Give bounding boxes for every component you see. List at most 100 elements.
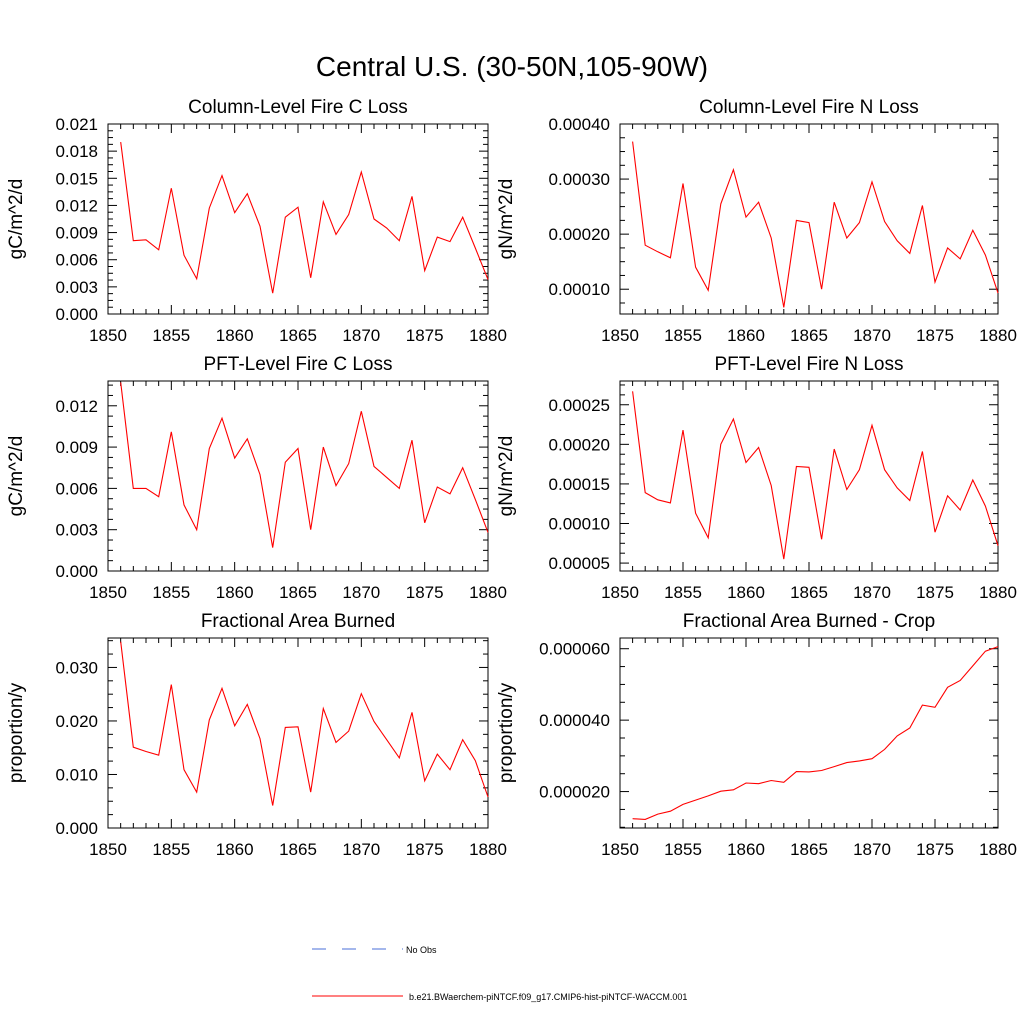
x-tick-label: 1875: [406, 583, 444, 602]
panel-6: Fractional Area Burned - Crop proportion/…: [496, 611, 1017, 859]
x-tick-label: 1850: [601, 326, 639, 345]
x-tick-label: 1855: [664, 583, 702, 602]
y-axis-label: gN/m^2/d: [496, 179, 517, 260]
x-tick-label: 1875: [916, 840, 954, 859]
series-line: [632, 646, 999, 820]
y-tick-label: 0.000: [55, 819, 98, 838]
x-tick-label: 1860: [727, 840, 765, 859]
x-tick-label: 1865: [279, 583, 317, 602]
y-tick-label: 0.006: [55, 479, 98, 498]
x-tick-label: 1870: [853, 583, 891, 602]
main-title: Central U.S. (30-50N,105-90W): [316, 51, 708, 82]
y-tick-label: 0.015: [55, 169, 98, 188]
y-tick-label: 0.006: [55, 251, 98, 270]
plot-frame: [107, 637, 489, 829]
panel-title: Column-Level Fire C Loss: [188, 97, 408, 118]
y-tick-label: 0.00010: [549, 280, 610, 299]
x-tick-label: 1860: [727, 583, 765, 602]
panel-4: PFT-Level Fire N Loss gN/m^2/d 1850 1855 186…: [496, 354, 1017, 602]
x-tick-label: 1880: [979, 583, 1017, 602]
panel-title: PFT-Level Fire C Loss: [204, 354, 393, 375]
x-tick-label: 1865: [790, 840, 828, 859]
y-tick-label: 0.00010: [549, 515, 610, 534]
y-tick-label: 0.00030: [549, 170, 610, 189]
x-tick-label: 1855: [152, 326, 190, 345]
y-axis-label: proportion/y: [496, 682, 517, 783]
panel-title: PFT-Level Fire N Loss: [715, 354, 904, 375]
y-axis-label: proportion/y: [6, 682, 27, 783]
y-tick-label: 0.00040: [549, 115, 610, 134]
y-tick-label: 0.00005: [549, 554, 610, 573]
x-tick-label: 1880: [469, 326, 507, 345]
y-axis-label: gC/m^2/d: [6, 436, 27, 517]
y-tick-label: 0.010: [55, 765, 98, 784]
legend-label-no-obs: No Obs: [406, 945, 437, 955]
panel-1: Column-Level Fire C Loss gC/m^2/d 1850 1855…: [6, 97, 507, 345]
y-tick-label: 0.018: [55, 142, 98, 161]
panel-title: Fractional Area Burned - Crop: [683, 611, 935, 632]
x-tick-label: 1875: [916, 326, 954, 345]
x-tick-label: 1855: [152, 583, 190, 602]
y-tick-label: 0.00020: [549, 225, 610, 244]
y-tick-label: 0.000020: [539, 783, 610, 802]
x-tick-label: 1870: [342, 840, 380, 859]
x-tick-label: 1850: [89, 840, 127, 859]
y-tick-label: 0.030: [55, 658, 98, 677]
x-tick-label: 1870: [342, 326, 380, 345]
panel-3: PFT-Level Fire C Loss gC/m^2/d 1850 1855 186…: [6, 354, 507, 602]
panel-2: Column-Level Fire N Loss gN/m^2/d 1850 1855…: [496, 97, 1017, 345]
panel-5: Fractional Area Burned proportion/y 1850 18…: [6, 611, 507, 859]
x-tick-label: 1855: [152, 840, 190, 859]
y-tick-label: 0.012: [55, 196, 98, 215]
x-tick-label: 1880: [469, 840, 507, 859]
series-line: [120, 641, 489, 806]
y-tick-label: 0.00015: [549, 475, 610, 494]
x-tick-label: 1860: [216, 583, 254, 602]
x-tick-label: 1855: [664, 840, 702, 859]
y-tick-label: 0.000060: [539, 640, 610, 659]
plot-frame: [619, 637, 999, 829]
legend: No Obs b.e21.BWaerchem-piNTCF.f09_g17.CMI…: [312, 945, 687, 1002]
x-tick-label: 1875: [406, 840, 444, 859]
x-tick-label: 1875: [406, 326, 444, 345]
x-tick-label: 1875: [916, 583, 954, 602]
x-tick-label: 1865: [279, 326, 317, 345]
x-tick-label: 1850: [601, 583, 639, 602]
y-tick-label: 0.009: [55, 224, 98, 243]
panel-title: Fractional Area Burned: [201, 611, 395, 632]
x-tick-label: 1850: [89, 326, 127, 345]
x-tick-label: 1880: [469, 583, 507, 602]
y-tick-label: 0.009: [55, 438, 98, 457]
x-tick-label: 1865: [279, 840, 317, 859]
y-tick-label: 0.000040: [539, 711, 610, 730]
x-tick-label: 1860: [216, 840, 254, 859]
x-tick-label: 1860: [727, 326, 765, 345]
x-tick-label: 1865: [790, 583, 828, 602]
plot-frame: [619, 380, 999, 572]
series-line: [632, 391, 999, 560]
y-tick-label: 0.020: [55, 712, 98, 731]
y-tick-label: 0.003: [55, 278, 98, 297]
x-tick-label: 1860: [216, 326, 254, 345]
x-tick-label: 1850: [89, 583, 127, 602]
y-tick-label: 0.021: [55, 115, 98, 134]
y-tick-label: 0.000: [55, 305, 98, 324]
y-tick-label: 0.00020: [549, 435, 610, 454]
y-tick-label: 0.00025: [549, 396, 610, 415]
x-tick-label: 1880: [979, 840, 1017, 859]
x-tick-label: 1870: [853, 840, 891, 859]
x-tick-label: 1855: [664, 326, 702, 345]
x-tick-label: 1850: [601, 840, 639, 859]
series-line: [632, 141, 999, 308]
series-line: [120, 142, 489, 294]
y-tick-label: 0.000: [55, 562, 98, 581]
series-line: [120, 382, 489, 548]
plot-frame: [107, 380, 489, 572]
x-tick-label: 1870: [342, 583, 380, 602]
panel-title: Column-Level Fire N Loss: [699, 97, 919, 118]
y-tick-label: 0.003: [55, 521, 98, 540]
x-tick-label: 1880: [979, 326, 1017, 345]
x-tick-label: 1870: [853, 326, 891, 345]
legend-label-series: b.e21.BWaerchem-piNTCF.f09_g17.CMIP6-his…: [409, 992, 687, 1002]
